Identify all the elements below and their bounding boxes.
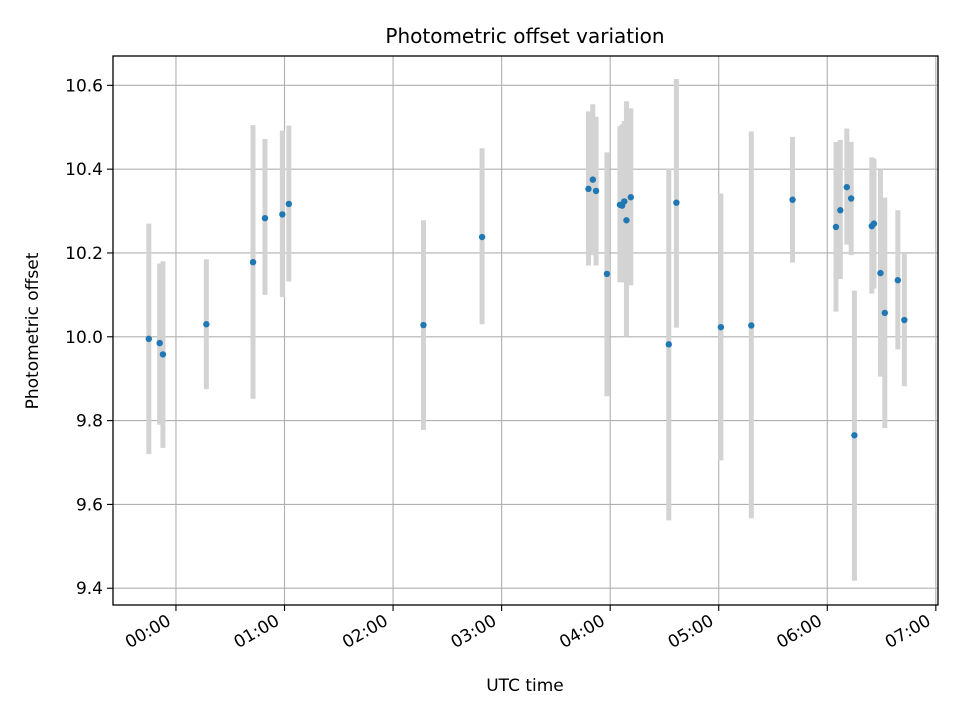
data-point <box>621 198 628 205</box>
data-point <box>589 176 597 183</box>
data-point <box>673 199 680 206</box>
data-point <box>717 323 725 331</box>
chart-title: Photometric offset variation <box>385 24 664 48</box>
y-axis-label: Photometric offset <box>23 252 43 409</box>
data-point <box>837 207 844 214</box>
y-tick-label: 10.6 <box>65 76 103 96</box>
data-point <box>249 258 257 266</box>
plot-frame <box>112 55 939 606</box>
grid <box>113 56 938 605</box>
data-point <box>285 200 293 208</box>
data-point <box>156 339 163 347</box>
y-tick-label: 10.2 <box>65 244 103 264</box>
data-point <box>203 321 210 328</box>
y-tick-label: 9.6 <box>76 495 103 515</box>
data-point <box>159 351 167 358</box>
y-tick-label: 9.8 <box>76 412 103 432</box>
y-tick-label: 10.4 <box>65 160 103 180</box>
data-point <box>877 269 884 277</box>
data-point <box>420 321 427 329</box>
data-point <box>623 217 630 224</box>
data-point <box>627 194 634 201</box>
x-axis-label: UTC time <box>486 676 564 696</box>
data-point <box>665 341 672 348</box>
data-point <box>748 322 755 329</box>
data-point <box>592 187 600 195</box>
data-point <box>261 214 269 222</box>
data-point <box>901 316 908 324</box>
y-tick-label: 9.4 <box>76 579 103 599</box>
data-point <box>478 233 486 241</box>
data-point <box>279 211 286 218</box>
y-axis: 9.4 9.6 9.8 10.0 10.2 10.4 10.6 <box>65 76 113 599</box>
data-point <box>881 309 889 317</box>
y-tick-label: 10.0 <box>65 328 103 348</box>
data-point <box>851 432 858 439</box>
data-point <box>585 185 592 193</box>
data-point <box>894 277 902 284</box>
data-point <box>847 195 855 202</box>
data-point <box>145 335 153 343</box>
data-point <box>789 196 796 203</box>
data-point <box>843 183 851 191</box>
data-point <box>603 270 611 278</box>
data-point <box>832 223 840 231</box>
data-points <box>145 176 908 439</box>
data-point <box>870 220 878 227</box>
